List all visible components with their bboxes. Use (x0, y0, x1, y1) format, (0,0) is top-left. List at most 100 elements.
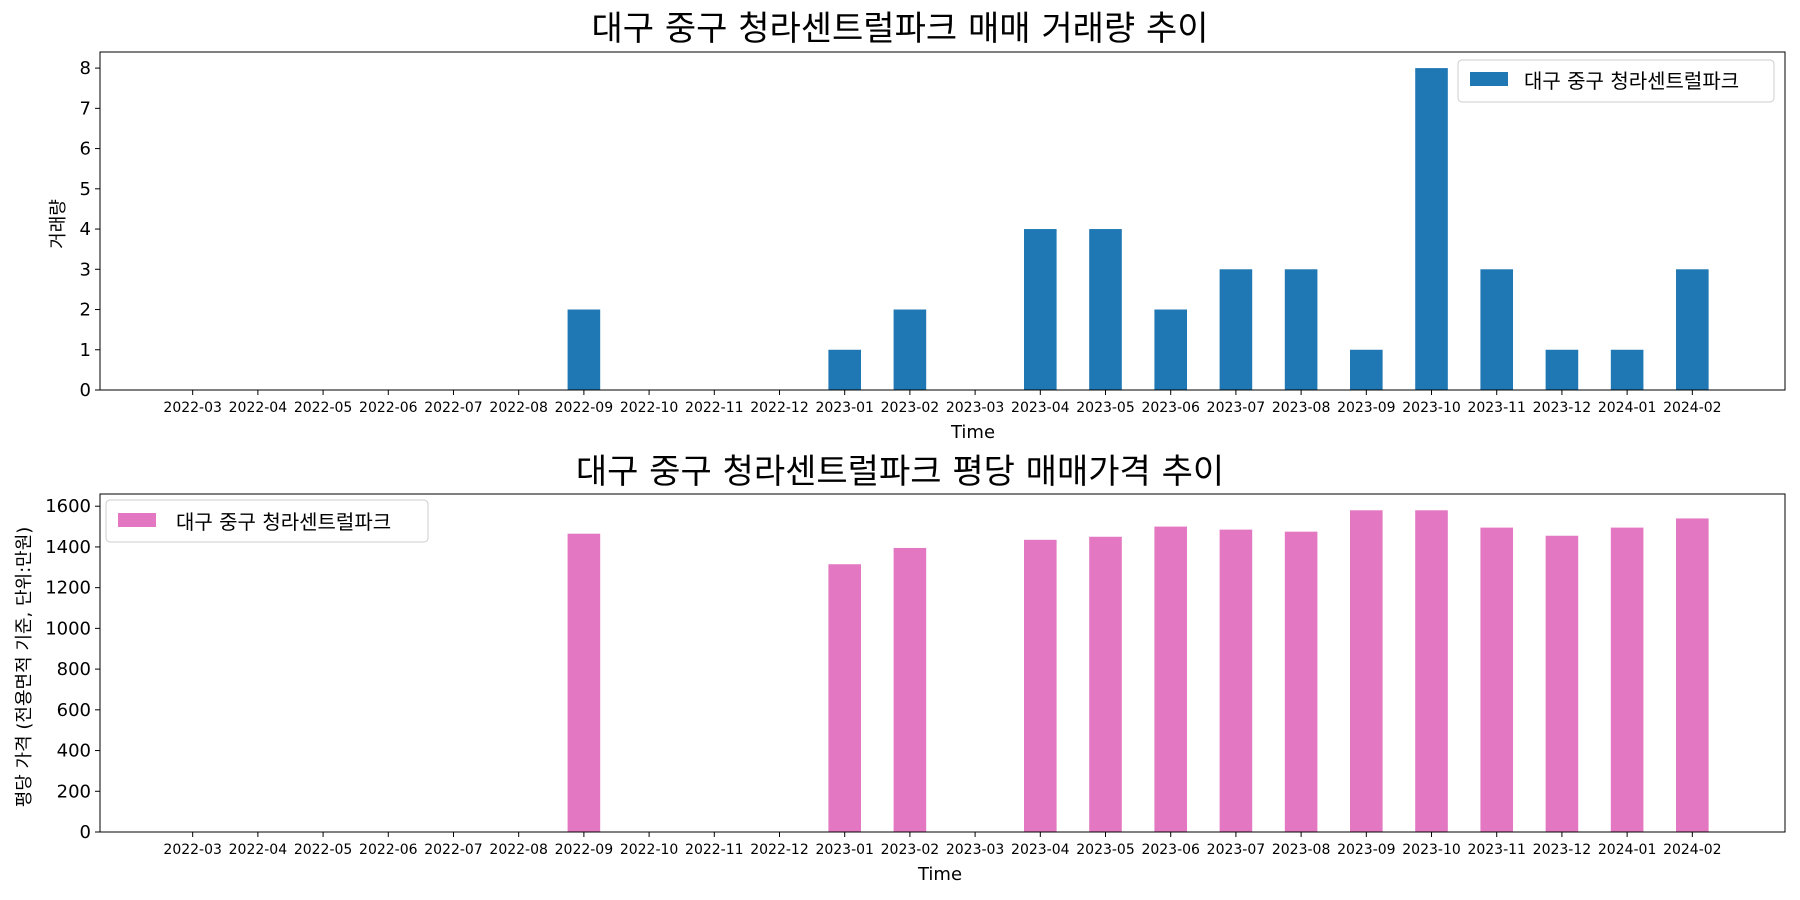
price-y-tick-label: 1600 (45, 496, 91, 517)
volume-chart: 대구 중구 청라센트럴파크 매매 거래량 추이 0 1 2 3 4 5 6 7 8 2022-0… (48, 9, 1786, 443)
volume-y-tick-label: 4 (80, 219, 91, 240)
price-legend-label: 대구 중구 청라센트럴파크 (176, 510, 391, 534)
price-bar (1284, 531, 1318, 832)
price-bar (1415, 510, 1448, 832)
price-y-tick-label: 200 (57, 781, 91, 802)
volume-x-tick-label: 2022-08 (489, 400, 548, 416)
price-x-tick-label: 2022-08 (489, 842, 548, 858)
volume-x-tick-label: 2023-01 (815, 400, 874, 416)
price-y-tick-label: 0 (80, 822, 91, 843)
price-x-tick-label: 2022-09 (555, 842, 614, 858)
volume-y-tick-label: 1 (80, 340, 91, 361)
volume-x-tick-label: 2022-07 (424, 400, 483, 416)
volume-x-tick-label: 2023-06 (1141, 400, 1200, 416)
price-bar (1545, 535, 1579, 832)
price-y-tick-label: 400 (57, 741, 91, 762)
volume-x-tick-label: 2023-02 (881, 400, 940, 416)
price-x-tick-label: 2023-10 (1402, 842, 1461, 858)
volume-legend-label: 대구 중구 청라센트럴파크 (1524, 69, 1739, 93)
volume-chart-title: 대구 중구 청라센트럴파크 매매 거래량 추이 (591, 9, 1208, 49)
price-bar (1480, 527, 1514, 832)
volume-bar (893, 309, 927, 390)
volume-legend: 대구 중구 청라센트럴파크 (1457, 59, 1775, 103)
volume-y-ticks: 0 1 2 3 4 5 6 7 8 (80, 58, 100, 401)
volume-y-tick-label: 5 (80, 179, 91, 200)
volume-bar (1154, 309, 1188, 390)
volume-x-tick-label: 2023-12 (1533, 400, 1592, 416)
volume-x-tick-label: 2023-08 (1272, 400, 1331, 416)
volume-x-tick-label: 2022-04 (229, 400, 288, 416)
volume-legend-swatch (1470, 72, 1508, 86)
volume-bar (567, 309, 601, 390)
volume-bar (1024, 229, 1057, 390)
price-x-tick-label: 2022-11 (685, 842, 744, 858)
price-bar (1219, 529, 1253, 832)
volume-y-tick-label: 8 (80, 58, 91, 79)
price-bars (567, 510, 1709, 832)
volume-bar (1610, 349, 1644, 390)
price-y-ticks: 0 200 400 600 800 1000 1200 1400 1600 (45, 496, 100, 843)
price-x-tick-label: 2022-12 (750, 842, 809, 858)
price-x-tick-label: 2022-05 (294, 842, 353, 858)
price-x-ticks: 2022-03 2022-04 2022-05 2022-06 2022-07 2022-… (163, 832, 1722, 858)
volume-x-tick-label: 2023-07 (1207, 400, 1266, 416)
volume-x-tick-label: 2023-11 (1467, 400, 1526, 416)
price-y-axis-label: 평당 가격 (전용면적 기준, 단위:만원) (14, 527, 35, 808)
price-plot-frame (99, 493, 1786, 833)
price-bar (1089, 536, 1122, 832)
price-x-tick-label: 2024-02 (1663, 842, 1722, 858)
volume-x-tick-label: 2023-09 (1337, 400, 1396, 416)
price-bar (1350, 510, 1383, 832)
volume-bar (1284, 269, 1318, 390)
price-bar (1154, 526, 1188, 832)
price-y-tick-label: 1000 (45, 618, 91, 639)
volume-bar (1545, 349, 1579, 390)
price-x-tick-label: 2023-02 (881, 842, 940, 858)
volume-x-axis-label: Time (950, 422, 995, 443)
volume-y-tick-label: 3 (80, 259, 91, 280)
price-x-tick-label: 2023-12 (1533, 842, 1592, 858)
price-x-tick-label: 2022-10 (620, 842, 679, 858)
price-x-tick-label: 2023-09 (1337, 842, 1396, 858)
volume-x-tick-label: 2022-09 (555, 400, 614, 416)
volume-bar (1415, 68, 1448, 390)
price-x-tick-label: 2022-03 (163, 842, 222, 858)
volume-y-tick-label: 6 (80, 139, 91, 160)
price-x-tick-label: 2022-06 (359, 842, 418, 858)
volume-x-tick-label: 2024-02 (1663, 400, 1722, 416)
volume-y-tick-label: 7 (80, 98, 91, 119)
price-x-axis-label: Time (917, 864, 962, 885)
price-bar (1024, 539, 1057, 832)
volume-x-tick-label: 2023-10 (1402, 400, 1461, 416)
price-bar (567, 533, 601, 832)
price-x-tick-label: 2023-04 (1011, 842, 1070, 858)
volume-x-tick-label: 2022-12 (750, 400, 809, 416)
volume-x-tick-label: 2022-05 (294, 400, 353, 416)
price-x-tick-label: 2023-06 (1141, 842, 1200, 858)
volume-legend-frame (1457, 59, 1775, 103)
volume-x-tick-label: 2023-03 (946, 400, 1005, 416)
volume-x-tick-label: 2024-01 (1598, 400, 1657, 416)
price-legend-swatch (118, 513, 156, 527)
volume-x-ticks: 2022-03 2022-04 2022-05 2022-06 2022-07 2022-… (163, 390, 1722, 416)
price-x-tick-label: 2023-03 (946, 842, 1005, 858)
price-y-tick-label: 600 (57, 700, 91, 721)
volume-x-tick-label: 2022-06 (359, 400, 418, 416)
volume-y-tick-label: 0 (80, 380, 91, 401)
price-x-tick-label: 2023-07 (1207, 842, 1266, 858)
volume-x-tick-label: 2023-04 (1011, 400, 1070, 416)
price-x-tick-label: 2023-01 (815, 842, 874, 858)
volume-bar (828, 349, 861, 390)
price-legend: 대구 중구 청라센트럴파크 (105, 499, 429, 543)
price-x-tick-label: 2024-01 (1598, 842, 1657, 858)
price-x-tick-label: 2022-07 (424, 842, 483, 858)
price-bar (1676, 518, 1709, 832)
volume-bars (567, 68, 1709, 390)
volume-x-tick-label: 2022-10 (620, 400, 679, 416)
volume-x-tick-label: 2022-11 (685, 400, 744, 416)
price-chart: 대구 중구 청라센트럴파크 평당 매매가격 추이 0 200 400 600 800 10… (14, 452, 1786, 885)
price-y-tick-label: 1200 (45, 578, 91, 599)
volume-bar (1480, 269, 1514, 390)
price-x-tick-label: 2023-05 (1076, 842, 1135, 858)
